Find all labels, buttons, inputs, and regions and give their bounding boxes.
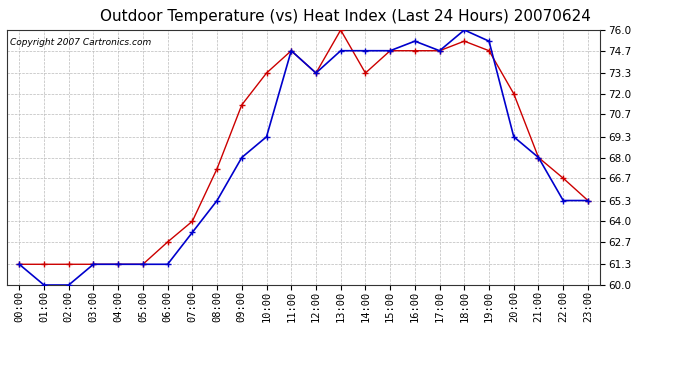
Text: Outdoor Temperature (vs) Heat Index (Last 24 Hours) 20070624: Outdoor Temperature (vs) Heat Index (Las… bbox=[99, 9, 591, 24]
Text: Copyright 2007 Cartronics.com: Copyright 2007 Cartronics.com bbox=[10, 38, 151, 46]
